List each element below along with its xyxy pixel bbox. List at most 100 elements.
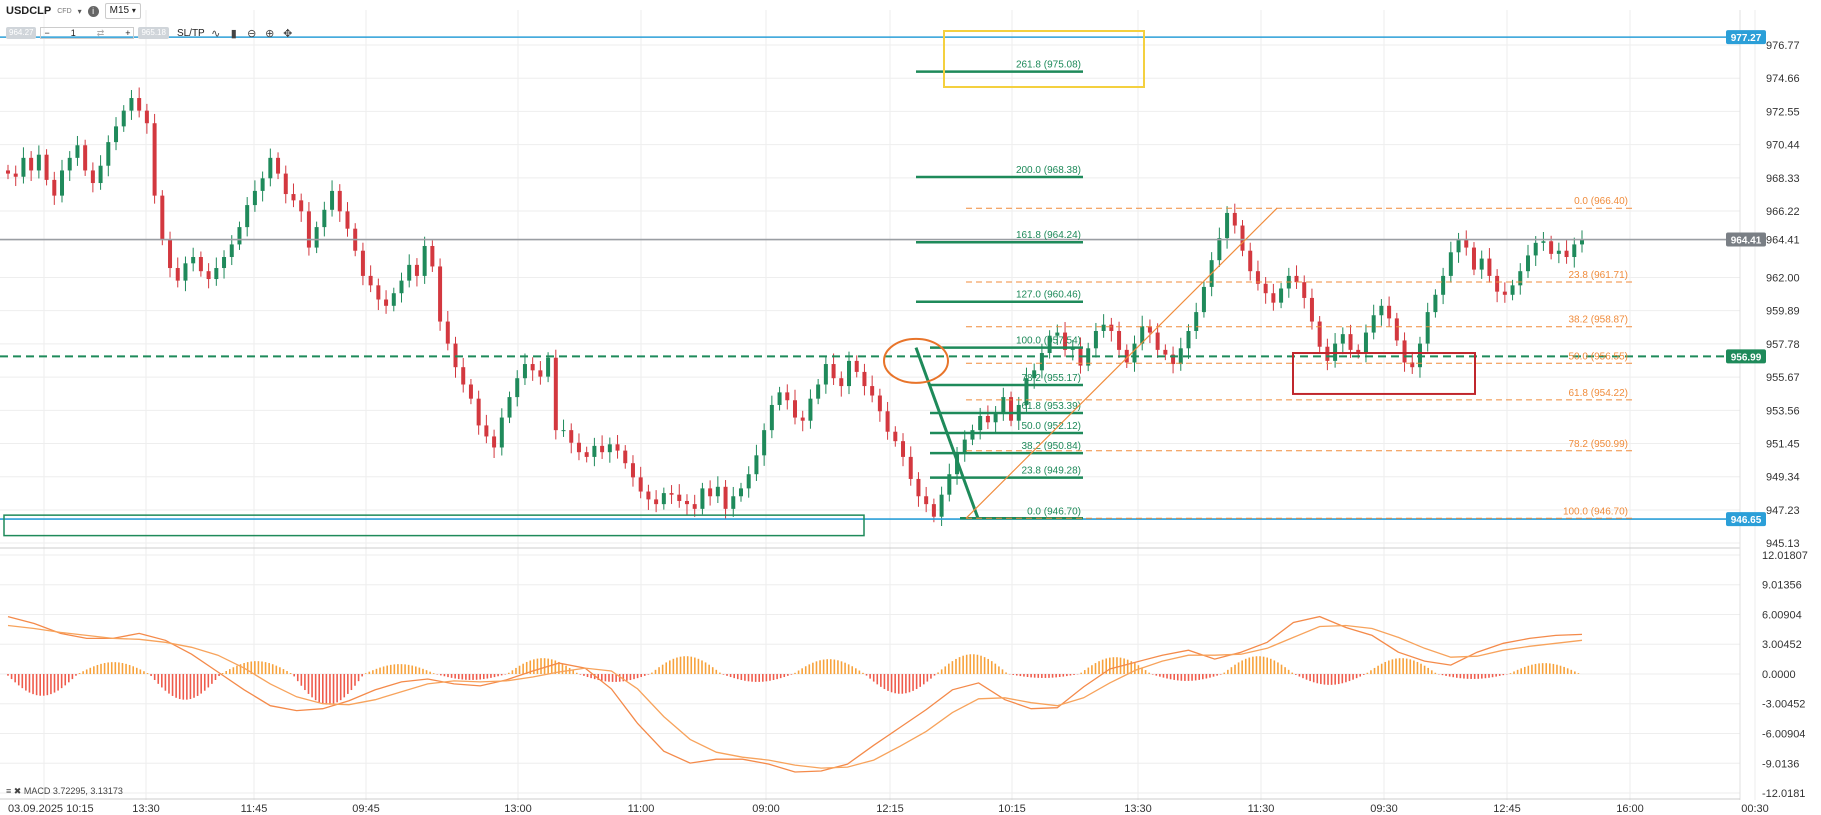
candle-body [1086, 348, 1091, 366]
highlight-box-yellow[interactable] [943, 30, 1145, 88]
candle-body [1502, 291, 1507, 295]
candle-body [1379, 305, 1384, 316]
zone-box-red[interactable] [1292, 352, 1476, 395]
candle-body [931, 504, 936, 517]
candle-body [252, 190, 257, 206]
candle-body [1580, 239, 1584, 245]
candle-body [438, 266, 443, 322]
candle-body [723, 486, 728, 509]
y-tick-label: 970.44 [1766, 140, 1800, 152]
quantity-value[interactable]: 1 [70, 28, 76, 38]
x-tick-label: 11:00 [628, 803, 655, 815]
candle-body [623, 450, 628, 464]
symbol-name[interactable]: USDCLP [6, 5, 52, 17]
trend-line[interactable] [965, 207, 1278, 519]
candle-body [1248, 250, 1253, 272]
fib-extension-label: 78.2 (955.17) [1022, 373, 1082, 384]
minus-icon[interactable]: − [44, 28, 50, 38]
zoom-in-icon[interactable]: ⊕ [265, 27, 275, 40]
price-badge-label: 964.41 [1731, 236, 1762, 247]
fib-anchor-line[interactable] [914, 347, 980, 519]
macd-indicator-label[interactable]: ≡ ✖ MACD 3.72295, 3.13173 [6, 786, 123, 797]
candle-body [206, 271, 211, 280]
candle-body [268, 157, 273, 179]
candle-body [731, 496, 736, 509]
candle-body [399, 280, 404, 294]
chart-header: USDCLP CFD ▾ i M15 ▾ [6, 3, 141, 19]
candle-body [337, 190, 342, 212]
candle-body [785, 392, 790, 401]
drawing-tools-layer[interactable]: 261.8 (975.08) 200.0 (968.38) 161.8 (964.2… [0, 30, 1740, 537]
chevron-down-icon[interactable]: ▾ [77, 6, 82, 16]
candle-body [1124, 349, 1129, 363]
y-tick-label: 951.45 [1766, 439, 1800, 451]
candle-body [121, 110, 126, 127]
candle-body [67, 157, 72, 171]
candle-body [191, 257, 196, 264]
candle-body [1402, 340, 1407, 363]
fib-retracement-label: 61.8 (954.22) [1569, 388, 1629, 399]
candle-body [893, 431, 898, 442]
candle-body [1533, 242, 1538, 256]
candle-body [530, 364, 535, 371]
timeframe-select[interactable]: M15 ▾ [104, 3, 141, 19]
candle-body [414, 264, 419, 276]
buy-price-button[interactable]: 965.18 [138, 27, 169, 39]
fib-extension-label: 61.8 (953.39) [1022, 401, 1082, 412]
macd-y-tick-label: 3.00452 [1762, 639, 1802, 651]
fib-retracement-label: 23.8 (961.71) [1569, 270, 1629, 281]
candle-body [283, 173, 288, 195]
candle-body [1163, 349, 1168, 355]
candle-body [576, 442, 581, 453]
candle-body [762, 430, 767, 456]
support-zone-box[interactable] [3, 514, 865, 537]
candle-body [168, 239, 173, 269]
candle-body [83, 145, 88, 171]
y-tick-label: 966.22 [1766, 206, 1800, 218]
candle-body [1348, 334, 1353, 350]
zoom-out-icon[interactable]: ⊖ [247, 27, 257, 40]
candles-icon[interactable]: ▮ [230, 27, 237, 40]
quantity-stepper[interactable]: − 1 ⇄ + [40, 27, 135, 39]
candle-body [160, 195, 165, 240]
candle-body [1047, 335, 1052, 354]
candle-body [769, 404, 774, 431]
info-icon[interactable]: i [87, 5, 99, 17]
candle-body [592, 445, 597, 457]
sell-price-button[interactable]: 964.27 [6, 27, 37, 39]
highlight-ellipse[interactable] [883, 337, 949, 384]
candle-body [1201, 286, 1206, 313]
candle-body [1263, 283, 1268, 294]
symbol-tag: CFD [57, 7, 72, 15]
macd-y-tick-label: 9.01356 [1762, 580, 1802, 592]
candle-body [538, 370, 543, 377]
candle-body [1340, 334, 1345, 344]
candle-body [877, 395, 882, 412]
candle-body [854, 360, 859, 372]
candle-body [90, 170, 95, 184]
y-tick-label: 947.23 [1766, 505, 1800, 517]
candle-body [1363, 332, 1368, 354]
candle-body [52, 179, 57, 196]
candle-body [1009, 397, 1014, 421]
sltp-button[interactable]: SL/TP [176, 27, 205, 39]
candle-body [970, 430, 975, 440]
candle-body [630, 463, 635, 478]
crosshair-icon[interactable]: ✥ [283, 27, 293, 40]
candle-body [1232, 212, 1237, 226]
line-chart-icon[interactable]: ∿ [211, 27, 221, 40]
y-tick-label: 972.55 [1766, 106, 1800, 118]
plus-icon[interactable]: + [125, 28, 131, 38]
candle-body [515, 378, 520, 398]
candle-body [1140, 326, 1145, 344]
menu-icon[interactable]: ≡ [6, 786, 12, 796]
candle-body [823, 364, 828, 385]
close-icon[interactable]: ✖ [13, 786, 22, 796]
candle-body [1109, 324, 1114, 331]
chevron-down-icon: ▾ [131, 6, 136, 15]
candle-body [600, 445, 605, 453]
candle-body [13, 173, 18, 177]
candle-body [607, 444, 612, 453]
candle-body [553, 357, 558, 431]
